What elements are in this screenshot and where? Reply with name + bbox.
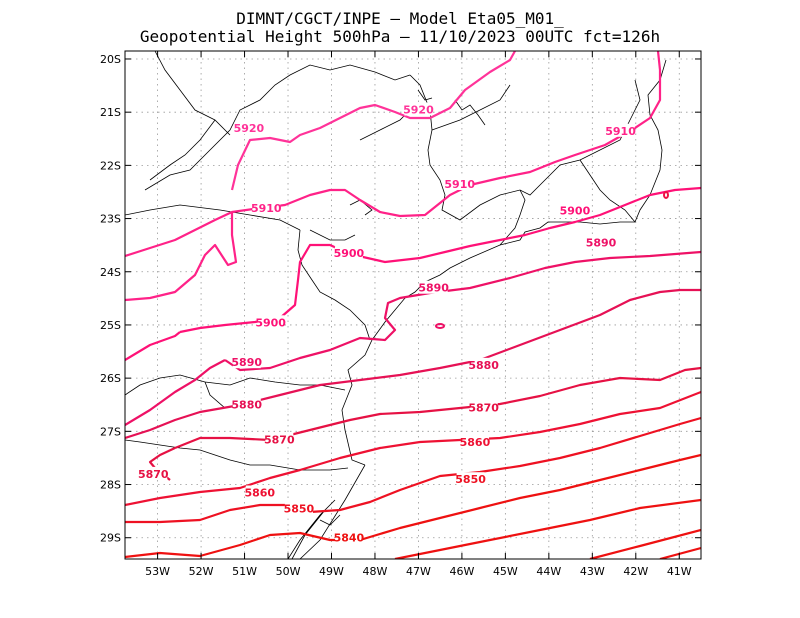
lat-tick-label: 22S	[100, 159, 121, 172]
contour-label: 5920	[234, 122, 265, 135]
contour-label: 5890	[231, 356, 262, 369]
contour-label: 5850	[455, 473, 486, 486]
contour-line	[125, 212, 238, 302]
contour-label-bg	[334, 246, 363, 260]
lon-tick-label: 42W	[623, 565, 648, 578]
lat-tick-label: 20S	[100, 53, 121, 66]
lat-tick-label: 28S	[100, 479, 121, 492]
lon-tick-label: 49W	[319, 565, 344, 578]
contour-label: 5920	[403, 104, 434, 117]
contour-label: 5880	[468, 359, 499, 372]
lon-tick-label: 48W	[363, 565, 388, 578]
contour-line	[125, 51, 662, 258]
contour-line	[435, 323, 445, 329]
contour-label: 5910	[251, 202, 282, 215]
contour-label-bg	[232, 397, 261, 411]
contour-label-bg	[456, 472, 485, 486]
contour-label: 5910	[605, 125, 636, 138]
contour-label: 5870	[138, 468, 169, 481]
contour-line	[125, 453, 701, 559]
contour-label-bg	[469, 357, 498, 371]
lat-tick-label: 29S	[100, 532, 121, 545]
contour-label-bg	[587, 235, 616, 249]
contour-line	[125, 390, 701, 507]
contour-line	[125, 359, 226, 426]
map-title-line1: DIMNT/CGCT/INPE – Model Eta05_M01_	[236, 9, 564, 28]
contour-label: 5900	[334, 247, 365, 260]
contour-label: 5850	[284, 502, 315, 515]
contour-label: 5870	[264, 433, 295, 446]
contour-line	[663, 191, 669, 199]
contour-label-bg	[265, 432, 294, 446]
contour-label-bg	[334, 530, 363, 544]
contour-label: 5840	[334, 532, 365, 545]
contour-label-bg	[469, 400, 498, 414]
lon-tick-label: 51W	[232, 565, 257, 578]
lat-tick-label: 24S	[100, 266, 121, 279]
lat-tick-label: 21S	[100, 106, 121, 119]
contour-label-bg	[560, 203, 589, 217]
contour-label: 5910	[444, 178, 475, 191]
contour-label: 5890	[586, 236, 617, 249]
longitude-axis: 53W 52W 51W 50W 49W 48W 47W 46W 45W 44W 43W 42W 41W	[145, 51, 692, 578]
contour-label-bg	[245, 485, 274, 499]
contour-line	[125, 416, 701, 524]
lat-lon-grid	[125, 51, 701, 559]
contour-labels: 5920 5920 5910 5910 5910 5900 5900 5900 5890 5890…	[138, 102, 636, 545]
contour-label-bg	[252, 200, 281, 214]
lon-tick-label: 50W	[276, 565, 301, 578]
contour-line	[230, 51, 516, 191]
contour-label-bg	[256, 315, 285, 329]
latitude-axis: 20S 21S 22S 23S 24S 25S 26S 27S 28S 29S	[100, 53, 701, 545]
contour-line	[589, 528, 701, 559]
lat-tick-label: 27S	[100, 425, 121, 438]
contour-label-bg	[606, 123, 635, 137]
contour-label: 5900	[560, 205, 591, 218]
contour-line	[125, 288, 701, 440]
contour-label-bg	[234, 121, 263, 135]
lon-tick-label: 53W	[145, 565, 170, 578]
lon-tick-label: 47W	[406, 565, 431, 578]
contour-label: 5860	[244, 487, 275, 500]
lon-tick-label: 41W	[667, 565, 692, 578]
plot-frame	[124, 50, 702, 560]
contour-line	[659, 546, 701, 559]
lat-tick-label: 26S	[100, 372, 121, 385]
contour-label: 5900	[255, 316, 286, 329]
contour-label-bg	[460, 434, 489, 448]
contour-label: 5880	[231, 399, 262, 412]
contour-label-bg	[139, 466, 168, 480]
contour-line	[224, 250, 701, 372]
lon-tick-label: 43W	[580, 565, 605, 578]
contour-label: 5890	[418, 282, 449, 295]
height-contours	[125, 51, 701, 559]
lat-tick-label: 25S	[100, 319, 121, 332]
lat-tick-label: 23S	[100, 213, 121, 226]
lon-tick-label: 45W	[493, 565, 518, 578]
contour-label-bg	[404, 102, 433, 116]
contour-label-bg	[419, 280, 448, 294]
contour-label-bg	[284, 501, 313, 515]
lon-tick-label: 44W	[536, 565, 561, 578]
contour-line	[174, 366, 701, 450]
lon-tick-label: 46W	[449, 565, 474, 578]
contour-label: 5870	[468, 401, 499, 414]
contour-label: 5860	[460, 436, 491, 449]
contour-label-bg	[232, 355, 261, 369]
contour-line	[125, 331, 181, 361]
contour-label-bg	[445, 176, 474, 190]
lon-tick-label: 52W	[189, 565, 214, 578]
map-title-line2: Geopotential Height 500hPa – 11/10/2023 …	[139, 27, 661, 46]
contour-line	[394, 498, 701, 559]
